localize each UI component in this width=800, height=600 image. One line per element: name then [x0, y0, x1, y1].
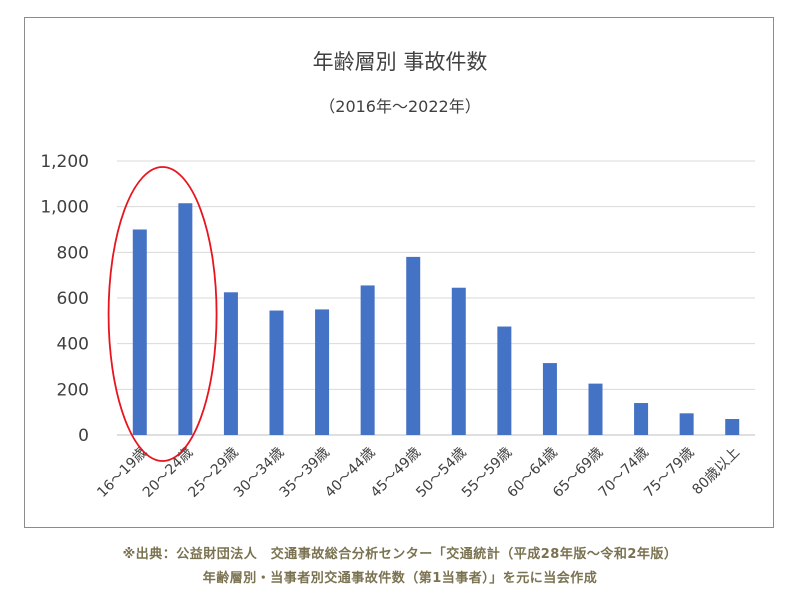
bar [406, 256, 421, 435]
bar [315, 309, 330, 435]
bar [679, 413, 694, 435]
y-tick-label: 600 [57, 289, 89, 309]
y-tick-label: 200 [57, 380, 89, 400]
bar [223, 292, 238, 435]
bar [725, 419, 740, 435]
y-tick-label: 1,000 [40, 198, 89, 218]
source-line-2: 年齢層別・当事者別交通事故件数（第1当事者）」を元に当会作成 [202, 571, 598, 586]
y-tick-label: 1,200 [40, 152, 89, 172]
chart: 年齢層別 事故件数 （2016年～2022年） 0 200 400 600 800 1,0… [40, 50, 755, 501]
bar [542, 363, 557, 435]
highlight-ellipse-shape [107, 166, 218, 462]
chart-subtitle: （2016年～2022年） [319, 97, 480, 116]
x-tick-label: 75～79歳 [641, 445, 697, 501]
bar [588, 383, 603, 435]
bar [132, 229, 147, 435]
y-tick-label: 400 [57, 335, 89, 355]
y-tick-label: 800 [57, 243, 89, 263]
bar [269, 310, 284, 435]
bar [178, 203, 193, 435]
y-axis-ticks: 0 200 400 600 800 1,000 1,200 [40, 152, 89, 446]
bar [634, 403, 649, 435]
source-line-1: ※出典：公益財団法人 交通事故総合分析センター「交通統計（平成28年版～令和2年… [122, 547, 678, 562]
bars [132, 203, 740, 435]
chart-title: 年齢層別 事故件数 [313, 50, 488, 74]
x-axis-ticks: 16～19歳20～24歳25～29歳30～34歳35～39歳40～44歳45～4… [94, 445, 743, 501]
y-tick-label: 0 [78, 426, 89, 446]
x-tick-label: 80歳以上 [689, 445, 743, 499]
highlight-ellipse [107, 166, 218, 462]
bar [451, 287, 466, 435]
chart-frame [24, 17, 774, 528]
gridlines [117, 160, 755, 436]
bar [360, 285, 375, 435]
bar [497, 326, 512, 435]
